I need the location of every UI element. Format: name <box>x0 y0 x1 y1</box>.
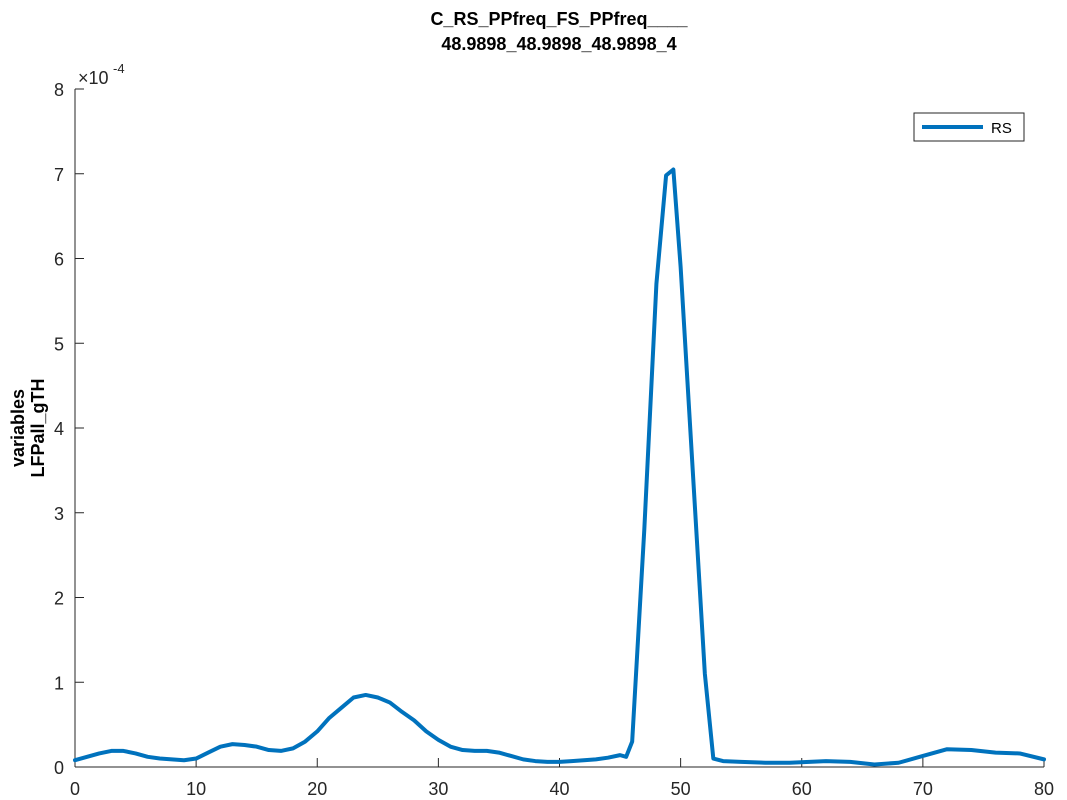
series-layer <box>73 167 1046 767</box>
y-tick-label: 4 <box>54 419 64 439</box>
series-line-rs <box>73 167 1046 767</box>
chart-title-line-2: 48.9898_48.9898_48.9898_4 <box>441 34 676 54</box>
y-tick-label: 3 <box>54 504 64 524</box>
y-tick-label: 7 <box>54 165 64 185</box>
y-axis-label-line-1: variables <box>8 389 28 467</box>
axis-ticks: 0 10 20 30 40 50 60 70 80 0 1 2 3 4 5 6 7 8 <box>54 80 1054 799</box>
x-tick-label: 60 <box>792 779 812 799</box>
chart-title: C_RS_PPfreq_FS_PPfreq____ 48.9898_48.989… <box>430 9 688 54</box>
y-exponent-base: ×10 <box>78 68 109 88</box>
x-tick-label: 80 <box>1034 779 1054 799</box>
y-axis-label-line-2: LFPall_gTH <box>28 378 48 477</box>
x-tick-label: 30 <box>428 779 448 799</box>
chart-title-line-1: C_RS_PPfreq_FS_PPfreq____ <box>430 9 688 29</box>
x-tick-label: 40 <box>549 779 569 799</box>
legend-label-rs: RS <box>991 120 1012 137</box>
x-tick-label: 0 <box>70 779 80 799</box>
y-tick-label: 5 <box>54 334 64 354</box>
y-tick-label: 6 <box>54 250 64 270</box>
legend[interactable]: RS <box>913 112 1025 142</box>
y-exponent-label: ×10 -4 <box>78 61 125 88</box>
y-tick-label: 8 <box>54 80 64 100</box>
y-tick-label: 1 <box>54 673 64 693</box>
y-tick-label: 2 <box>54 589 64 609</box>
y-tick-label: 0 <box>54 758 64 778</box>
x-tick-label: 20 <box>307 779 327 799</box>
y-exponent-power: -4 <box>113 61 125 76</box>
x-tick-label: 10 <box>186 779 206 799</box>
x-tick-label: 50 <box>671 779 691 799</box>
x-tick-label: 70 <box>913 779 933 799</box>
y-axis-label: variables LFPall_gTH <box>8 378 48 477</box>
